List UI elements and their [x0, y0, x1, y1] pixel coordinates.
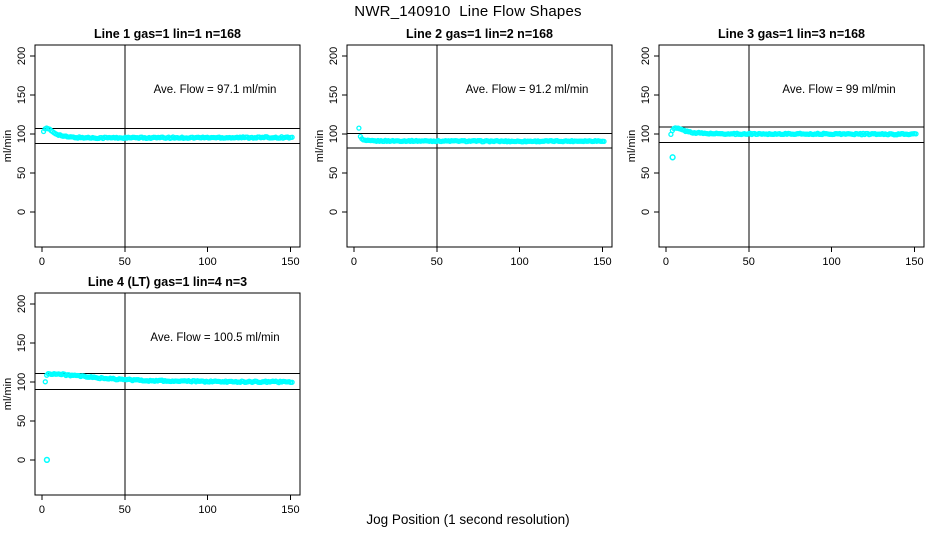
panel-title: Line 2 gas=1 lin=2 n=168 — [406, 27, 553, 41]
outlier-points — [43, 456, 51, 464]
panel-3: 0 50 100 150 0 50 100 150 200 ml/min Line 3 gas=1 … — [626, 27, 925, 268]
y-tick-label: 100 — [328, 125, 340, 143]
reference-lines — [35, 293, 300, 495]
ave-flow-annotation: Ave. Flow = 97.1 ml/min — [154, 84, 277, 96]
outlier-points — [669, 154, 676, 161]
plot-box — [34, 44, 301, 248]
x-tick-label: 100 — [198, 504, 216, 516]
y-axis-title: ml/min — [2, 378, 14, 410]
y-axis-ticks: 0 50 100 150 200 — [328, 47, 347, 215]
x-axis-ticks: 0 50 100 150 — [351, 247, 612, 268]
panel-title: Line 1 gas=1 lin=1 n=168 — [94, 27, 241, 41]
y-axis-title: ml/min — [2, 130, 14, 162]
y-tick-label: 150 — [16, 334, 28, 352]
y-axis-ticks: 0 50 100 150 200 — [640, 47, 659, 215]
x-tick-label: 100 — [198, 256, 216, 268]
y-tick-label: 0 — [16, 209, 28, 215]
data-points — [42, 370, 295, 386]
x-tick-label: 50 — [431, 256, 443, 268]
y-tick-label: 150 — [16, 86, 28, 104]
plot-box — [34, 292, 301, 496]
y-tick-label: 200 — [16, 295, 28, 313]
y-axis-ticks: 0 50 100 150 200 — [16, 295, 35, 463]
y-tick-label: 200 — [328, 47, 340, 65]
x-tick-label: 0 — [663, 256, 669, 268]
panel-1: 0 50 100 150 0 50 100 150 200 ml/min Line 1 gas=1 … — [2, 27, 301, 268]
y-tick-label: 200 — [640, 47, 652, 65]
x-tick-label: 50 — [743, 256, 755, 268]
x-axis-ticks: 0 50 100 150 — [663, 247, 924, 268]
x-tick-label: 50 — [119, 256, 131, 268]
x-tick-label: 100 — [822, 256, 840, 268]
data-points — [668, 125, 919, 138]
y-tick-label: 50 — [16, 415, 28, 427]
x-tick-label: 0 — [351, 256, 357, 268]
y-tick-label: 100 — [16, 373, 28, 391]
y-tick-label: 100 — [16, 125, 28, 143]
reference-lines — [35, 45, 300, 247]
y-tick-label: 50 — [16, 167, 28, 179]
panel-4: 0 50 100 150 0 50 100 150 200 ml/min Line 4 (LT) g… — [2, 275, 301, 516]
main-title: NWR_140910 Line Flow Shapes — [354, 3, 582, 20]
plot-box — [658, 44, 925, 248]
data-points — [356, 125, 607, 145]
x-tick-label: 150 — [593, 256, 611, 268]
ave-flow-annotation: Ave. Flow = 91.2 ml/min — [466, 84, 589, 96]
x-tick-label: 0 — [39, 504, 45, 516]
panel-title: Line 4 (LT) gas=1 lin=4 n=3 — [88, 275, 247, 289]
x-axis-ticks: 0 50 100 150 — [39, 495, 300, 516]
y-tick-label: 0 — [16, 457, 28, 463]
x-tick-label: 50 — [119, 504, 131, 516]
y-axis-title: ml/min — [314, 130, 326, 162]
y-axis-title: ml/min — [626, 130, 638, 162]
y-axis-ticks: 0 50 100 150 200 — [16, 47, 35, 215]
y-tick-label: 200 — [16, 47, 28, 65]
y-tick-label: 0 — [640, 209, 652, 215]
x-tick-label: 150 — [281, 504, 299, 516]
reference-lines — [347, 45, 612, 247]
x-axis-label: Jog Position (1 second resolution) — [366, 512, 570, 527]
y-tick-label: 50 — [640, 167, 652, 179]
ave-flow-annotation: Ave. Flow = 99 ml/min — [782, 84, 895, 96]
y-tick-label: 150 — [640, 86, 652, 104]
y-tick-label: 50 — [328, 167, 340, 179]
x-tick-label: 100 — [510, 256, 528, 268]
reference-lines — [659, 45, 924, 247]
ave-flow-annotation: Ave. Flow = 100.5 ml/min — [150, 332, 279, 344]
data-points — [40, 125, 295, 142]
y-tick-label: 0 — [328, 209, 340, 215]
x-tick-label: 150 — [281, 256, 299, 268]
panel-title: Line 3 gas=1 lin=3 n=168 — [718, 27, 865, 41]
x-tick-label: 0 — [39, 256, 45, 268]
x-tick-label: 150 — [905, 256, 923, 268]
y-tick-label: 100 — [640, 125, 652, 143]
plot-box — [346, 44, 613, 248]
y-tick-label: 150 — [328, 86, 340, 104]
x-axis-ticks: 0 50 100 150 — [39, 247, 300, 268]
panel-2: 0 50 100 150 0 50 100 150 200 ml/min Line 2 gas=1 … — [314, 27, 613, 268]
